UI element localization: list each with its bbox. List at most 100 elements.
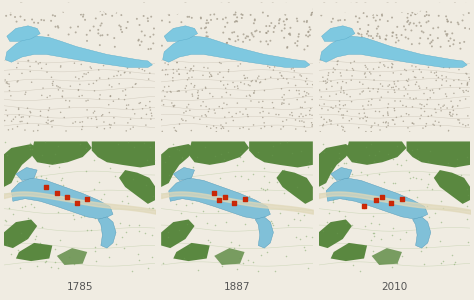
Point <box>162 72 169 77</box>
Point <box>218 126 225 131</box>
Point <box>79 74 86 79</box>
Point <box>293 88 301 93</box>
Point <box>118 235 126 240</box>
Point <box>188 75 196 80</box>
Point <box>145 266 152 270</box>
Point <box>370 231 378 236</box>
Point <box>359 103 366 108</box>
Point <box>348 99 356 104</box>
Point <box>80 12 87 17</box>
Point <box>76 3 84 8</box>
Point <box>110 36 118 40</box>
Point <box>188 201 196 206</box>
Point <box>214 72 222 76</box>
Point <box>55 164 63 169</box>
Point <box>79 14 87 19</box>
Point <box>375 221 383 226</box>
Point <box>372 153 379 158</box>
Point <box>450 108 457 113</box>
Point <box>51 260 58 265</box>
Point <box>21 92 29 97</box>
Point <box>36 113 44 118</box>
Point <box>82 72 90 76</box>
Point <box>398 196 406 201</box>
Point <box>144 16 152 21</box>
Point <box>283 140 291 145</box>
Point <box>403 78 410 83</box>
Point <box>338 112 346 117</box>
Point <box>239 39 247 44</box>
Point <box>54 24 62 28</box>
Point <box>190 64 198 68</box>
Point <box>107 94 114 98</box>
Point <box>334 123 341 128</box>
Point <box>334 58 342 63</box>
Point <box>325 70 332 75</box>
Point <box>440 103 448 108</box>
Point <box>46 106 53 110</box>
Point <box>95 180 102 185</box>
Point <box>72 75 80 80</box>
Point <box>55 266 62 271</box>
Point <box>13 65 20 70</box>
Point <box>462 123 469 128</box>
Point <box>140 140 148 145</box>
Point <box>263 39 270 44</box>
Point <box>264 29 272 34</box>
Point <box>256 80 264 85</box>
Point <box>326 119 334 124</box>
Point <box>418 217 425 221</box>
Point <box>114 142 122 146</box>
Point <box>88 66 95 71</box>
Point <box>202 34 210 39</box>
Point <box>34 20 42 25</box>
Point <box>184 77 191 82</box>
Point <box>28 146 36 151</box>
Point <box>427 33 434 38</box>
Point <box>219 106 226 111</box>
Point <box>318 13 325 18</box>
Point <box>459 88 467 93</box>
Point <box>270 30 277 34</box>
Point <box>372 18 380 23</box>
Point <box>30 20 38 25</box>
Point <box>202 104 210 109</box>
Point <box>232 39 239 44</box>
Point <box>302 129 310 134</box>
Point <box>131 112 138 116</box>
Point <box>225 68 232 72</box>
Point <box>263 31 270 35</box>
Point <box>300 120 308 124</box>
Point <box>55 88 62 92</box>
Point <box>390 70 397 75</box>
Point <box>169 67 177 72</box>
Point <box>230 245 237 250</box>
Point <box>363 184 371 189</box>
Point <box>401 93 408 98</box>
Point <box>97 33 104 38</box>
Point <box>248 31 255 35</box>
Point <box>1 4 9 9</box>
Point <box>223 40 230 45</box>
Point <box>326 94 334 98</box>
Point <box>17 119 24 124</box>
Polygon shape <box>11 178 113 220</box>
Point <box>247 13 255 17</box>
Point <box>369 86 377 91</box>
Point <box>275 21 283 26</box>
Point <box>319 229 327 234</box>
Point <box>337 85 345 89</box>
Point <box>225 129 232 134</box>
Point <box>234 86 242 91</box>
Point <box>285 188 293 193</box>
Point <box>44 95 51 100</box>
Point <box>106 110 113 115</box>
Point <box>241 196 248 201</box>
Point <box>425 65 432 70</box>
Point <box>302 93 310 98</box>
Point <box>205 109 212 114</box>
Point <box>237 80 245 85</box>
Point <box>243 94 250 99</box>
Point <box>147 117 155 122</box>
Point <box>400 24 408 29</box>
